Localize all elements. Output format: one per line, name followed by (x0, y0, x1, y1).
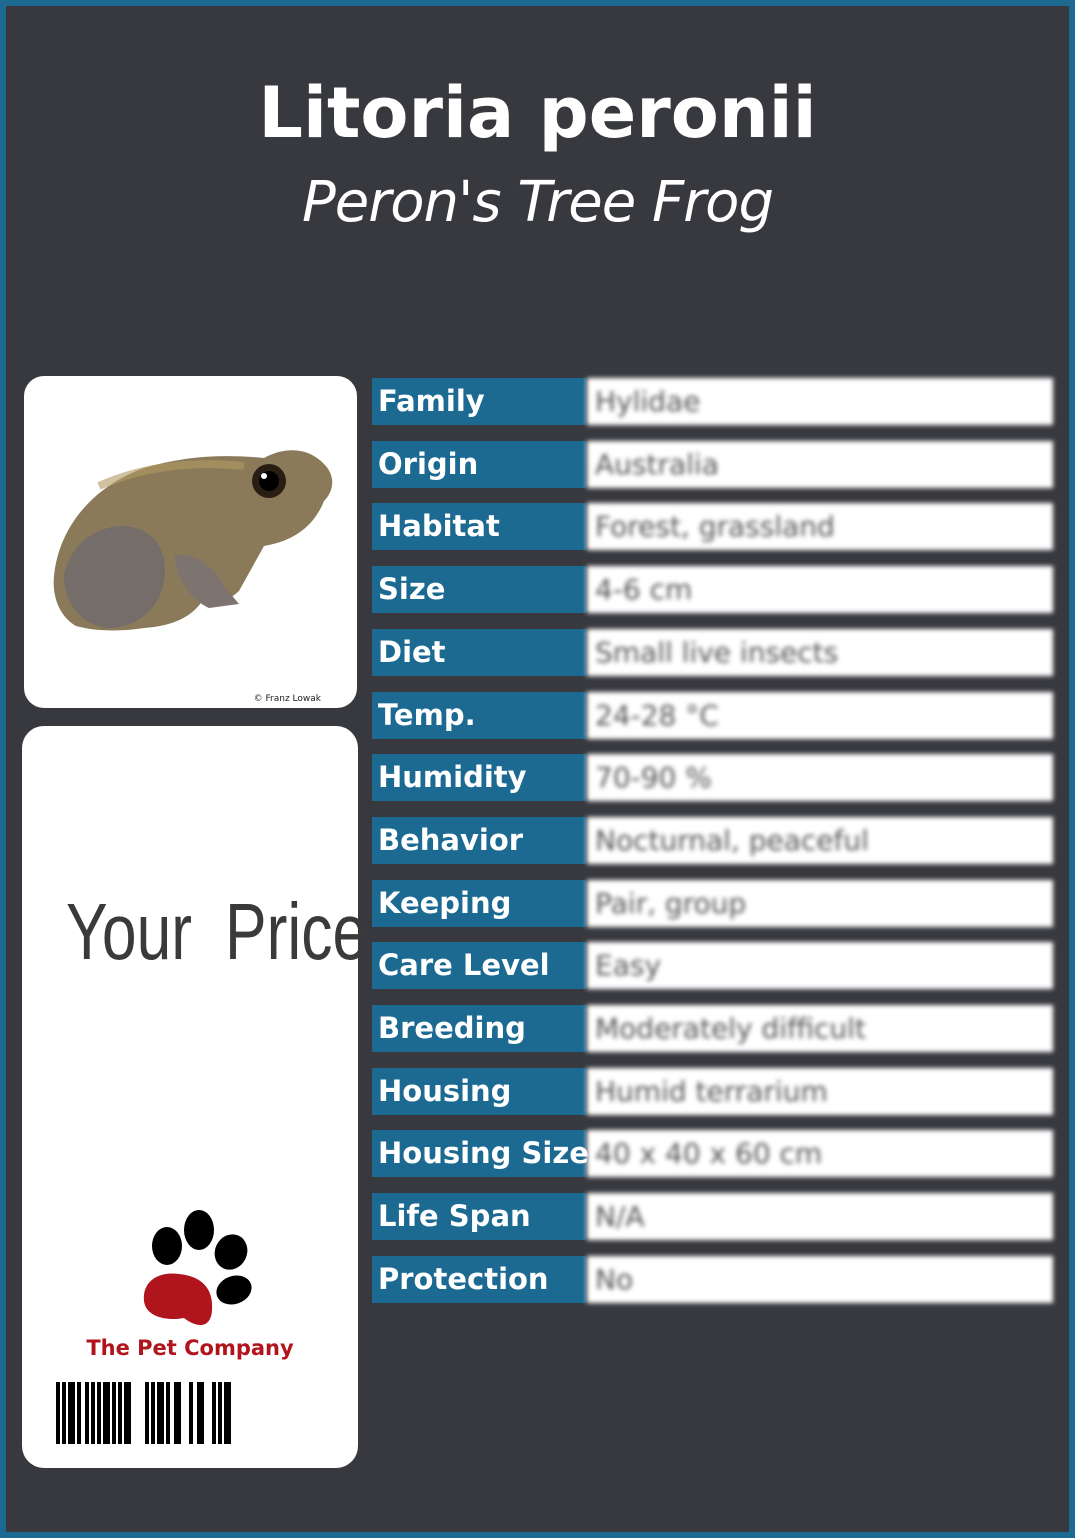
barcode-bar (118, 1382, 122, 1444)
fact-row: Behavior Nocturnal, peaceful (372, 816, 1053, 864)
fact-row: Care Level Easy (372, 942, 1053, 990)
fact-row: Life Span N/A (372, 1193, 1053, 1241)
barcode-bar (145, 1382, 149, 1444)
barcode-bar (77, 1382, 81, 1444)
price-label: Your Price (66, 887, 368, 976)
frog-image (53, 450, 333, 631)
photo-credit: © Franz Lowak (253, 694, 321, 704)
company-name: The Pet Company (86, 1336, 294, 1360)
fact-row: Size 4-6 cm (372, 566, 1053, 614)
fact-value: Pair, group (587, 879, 1053, 927)
fact-label: Housing Size (372, 1130, 589, 1178)
fact-value: Small live insects (587, 628, 1053, 676)
common-name: Peron's Tree Frog (301, 170, 774, 235)
fact-row: Diet Small live insects (372, 628, 1053, 676)
fact-value: N/A (587, 1193, 1053, 1241)
paw-icon (143, 1210, 252, 1326)
fact-row: Protection No (372, 1255, 1053, 1303)
fact-label: Breeding (372, 1005, 586, 1052)
barcode-bar (197, 1382, 204, 1444)
fact-row: Temp. 24-28 °C (372, 691, 1053, 739)
fact-row: Family Hylidae (372, 378, 1053, 425)
barcode-bar (124, 1382, 131, 1444)
fact-value: Humid terrarium (587, 1067, 1053, 1115)
fact-value: Hylidae (587, 378, 1053, 425)
fact-row: Humidity 70-90 % (372, 754, 1053, 802)
fact-value: No (587, 1255, 1053, 1303)
barcode-bar (189, 1382, 193, 1444)
fact-label: Habitat (372, 503, 586, 551)
fact-label: Care Level (372, 942, 586, 990)
barcode-bar (68, 1382, 75, 1444)
fact-label: Size (372, 566, 586, 614)
fact-label: Behavior (372, 816, 586, 864)
barcode-bar (91, 1382, 95, 1444)
fact-value: 70-90 % (587, 754, 1053, 802)
fact-row: Housing Size 40 x 40 x 60 cm (372, 1130, 1053, 1178)
fact-value: Nocturnal, peaceful (587, 816, 1053, 864)
fact-label: Temp. (372, 691, 586, 739)
fact-label: Keeping (372, 879, 586, 927)
barcode-bar (97, 1382, 101, 1444)
fact-label: Diet (372, 628, 586, 676)
fact-row: Keeping Pair, group (372, 879, 1053, 927)
barcode-bar (166, 1382, 170, 1444)
price-panel: Your Price The Pet Company (22, 726, 367, 1468)
fact-label: Protection (372, 1255, 586, 1303)
fact-value: 24-28 °C (587, 691, 1053, 739)
photo-panel: © Franz Lowak (24, 376, 357, 708)
fact-row: Housing Humid terrarium (372, 1067, 1053, 1115)
fact-label: Family (372, 378, 586, 425)
fact-value: Easy (587, 942, 1053, 990)
barcode-bar (212, 1382, 216, 1444)
fact-label: Humidity (372, 754, 586, 802)
barcode-bar (157, 1382, 164, 1444)
fact-value: 4-6 cm (587, 566, 1053, 614)
barcode-bar (151, 1382, 155, 1444)
barcode-bar (103, 1382, 110, 1444)
barcode-bar (112, 1382, 116, 1444)
fact-row: Origin Australia (372, 440, 1053, 488)
barcode-bar (62, 1382, 66, 1444)
fact-value: Moderately difficult (587, 1005, 1053, 1052)
fact-row: Habitat Forest, grassland (372, 503, 1053, 551)
barcode-bar (56, 1382, 60, 1444)
fact-row: Breeding Moderately difficult (372, 1005, 1053, 1052)
fact-value: 40 x 40 x 60 cm (587, 1130, 1053, 1178)
species-title: Litoria peronii (258, 72, 817, 154)
barcode-bar (85, 1382, 89, 1444)
barcode (56, 1382, 231, 1444)
barcode-bar (218, 1382, 222, 1444)
fact-label: Life Span (372, 1193, 586, 1241)
barcode-bar (174, 1382, 181, 1444)
fact-value: Australia (587, 440, 1053, 488)
fact-value: Forest, grassland (587, 503, 1053, 551)
fact-label: Origin (372, 440, 586, 488)
barcode-bar (224, 1382, 231, 1444)
fact-label: Housing (372, 1067, 586, 1115)
